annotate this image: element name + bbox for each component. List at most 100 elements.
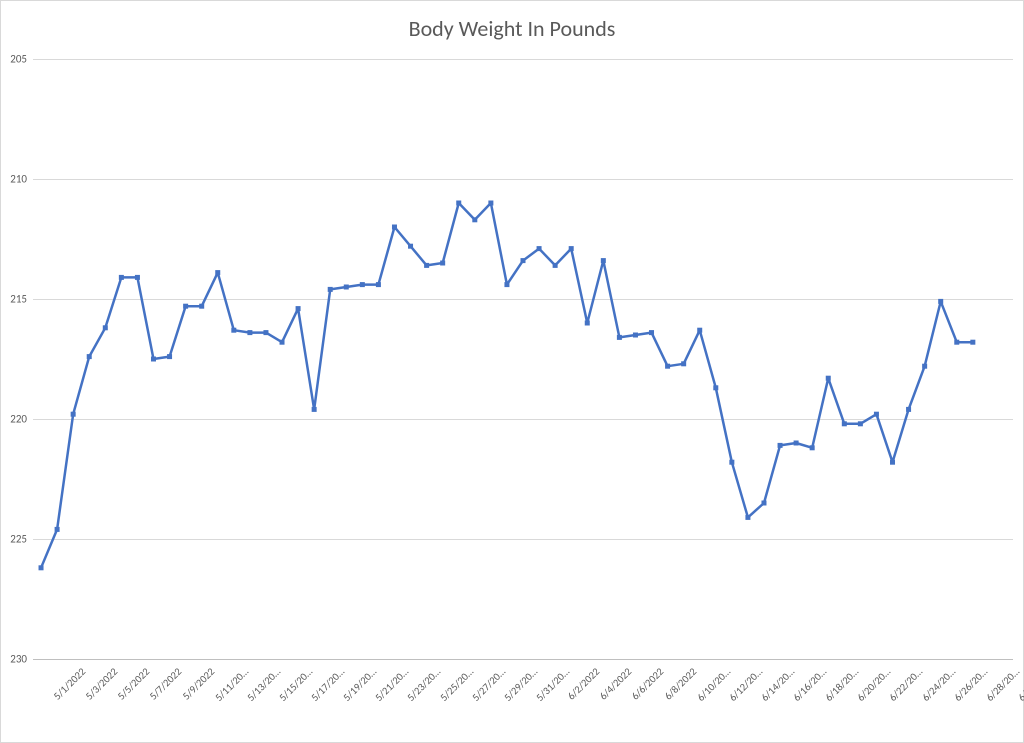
- series-marker: [826, 376, 831, 381]
- x-axis-tick: 5/19/20…: [341, 665, 380, 704]
- series-marker: [810, 445, 815, 450]
- x-axis-tick: 6/18/20…: [822, 665, 861, 704]
- series-marker: [729, 460, 734, 465]
- x-axis-tick: 6/12/20…: [726, 665, 765, 704]
- series-marker: [778, 443, 783, 448]
- y-axis-tick: 220: [1, 413, 27, 426]
- plot-area: [33, 59, 1013, 659]
- series-marker: [392, 225, 397, 230]
- series-marker: [472, 217, 477, 222]
- series-marker: [665, 364, 670, 369]
- series-marker: [649, 330, 654, 335]
- series-marker: [296, 306, 301, 311]
- y-axis-tick: 210: [1, 173, 27, 186]
- x-axis-tick: 6/16/20…: [790, 665, 829, 704]
- series-marker: [521, 258, 526, 263]
- series-marker: [842, 421, 847, 426]
- x-axis-tick: 5/5/2022: [115, 665, 153, 703]
- series-marker: [215, 270, 220, 275]
- series-marker: [71, 412, 76, 417]
- x-axis-tick: 5/1/2022: [51, 665, 89, 703]
- series-marker: [408, 244, 413, 249]
- x-axis-tick: 5/21/20…: [373, 665, 412, 704]
- series-marker: [681, 361, 686, 366]
- x-axis-tick: 5/25/20…: [437, 665, 476, 704]
- series-marker: [55, 527, 60, 532]
- x-axis-tick: 5/31/20…: [533, 665, 572, 704]
- series-marker: [183, 304, 188, 309]
- series-marker: [135, 275, 140, 280]
- x-axis-tick: 6/24/20…: [919, 665, 958, 704]
- x-axis-tick: 6/20/20…: [855, 665, 894, 704]
- series-marker: [151, 357, 156, 362]
- x-axis-tick: 6/14/20…: [758, 665, 797, 704]
- series-marker: [938, 299, 943, 304]
- series-marker: [440, 261, 445, 266]
- series-marker: [697, 328, 702, 333]
- y-axis-tick: 215: [1, 293, 27, 306]
- series-body-weight: [33, 59, 1013, 659]
- series-marker: [360, 282, 365, 287]
- series-marker: [553, 263, 558, 268]
- series-marker: [585, 321, 590, 326]
- series-marker: [569, 246, 574, 251]
- series-marker: [424, 263, 429, 268]
- series-marker: [488, 201, 493, 206]
- x-axis-tick: 5/23/20…: [405, 665, 444, 704]
- series-line: [41, 203, 973, 568]
- y-axis-tick: 230: [1, 653, 27, 666]
- x-axis-tick: 6/2/2022: [565, 665, 603, 703]
- series-marker: [103, 325, 108, 330]
- series-marker: [167, 354, 172, 359]
- series-marker: [601, 258, 606, 263]
- series-marker: [858, 421, 863, 426]
- x-axis-tick: 5/9/2022: [179, 665, 217, 703]
- x-axis-tick: 6/10/20…: [694, 665, 733, 704]
- chart-container: Body Weight In Pounds 205 210 215 220 225 230…: [0, 0, 1024, 743]
- x-axis-tick: 5/13/20…: [244, 665, 283, 704]
- series-marker: [761, 501, 766, 506]
- series-marker: [713, 385, 718, 390]
- x-axis-tick: 6/22/20…: [887, 665, 926, 704]
- x-axis-tick: 6/6/2022: [629, 665, 667, 703]
- series-marker: [119, 275, 124, 280]
- series-marker: [874, 412, 879, 417]
- x-axis-tick: 6/4/2022: [597, 665, 635, 703]
- x-axis-tick: 6/8/2022: [661, 665, 699, 703]
- series-marker: [247, 330, 252, 335]
- series-marker: [922, 364, 927, 369]
- x-axis-tick: 5/17/20…: [308, 665, 347, 704]
- series-marker: [794, 441, 799, 446]
- y-axis-tick: 225: [1, 533, 27, 546]
- x-axis-tick: 5/15/20…: [276, 665, 315, 704]
- x-axis-tick: 5/27/20…: [469, 665, 508, 704]
- series-marker: [906, 407, 911, 412]
- series-marker: [344, 285, 349, 290]
- x-axis-tick: 5/7/2022: [147, 665, 185, 703]
- series-marker: [456, 201, 461, 206]
- series-marker: [263, 330, 268, 335]
- x-axis-tick: 6/28/20…: [983, 665, 1022, 704]
- series-marker: [633, 333, 638, 338]
- series-marker: [87, 354, 92, 359]
- series-marker: [970, 340, 975, 345]
- series-marker: [312, 407, 317, 412]
- series-marker: [231, 328, 236, 333]
- series-marker: [376, 282, 381, 287]
- y-axis-tick: 205: [1, 53, 27, 66]
- series-marker: [280, 340, 285, 345]
- x-axis-tick: 5/29/20…: [501, 665, 540, 704]
- gridline: [33, 659, 1013, 660]
- series-marker: [890, 460, 895, 465]
- series-marker: [39, 565, 44, 570]
- series-marker: [328, 287, 333, 292]
- series-marker: [617, 335, 622, 340]
- x-axis-tick: 6/26/20…: [951, 665, 990, 704]
- series-marker: [537, 246, 542, 251]
- x-axis-tick: 5/11/20…: [212, 665, 251, 704]
- x-axis-tick: 5/3/2022: [83, 665, 121, 703]
- series-marker: [199, 304, 204, 309]
- series-marker: [954, 340, 959, 345]
- series-marker: [504, 282, 509, 287]
- chart-title: Body Weight In Pounds: [1, 15, 1023, 42]
